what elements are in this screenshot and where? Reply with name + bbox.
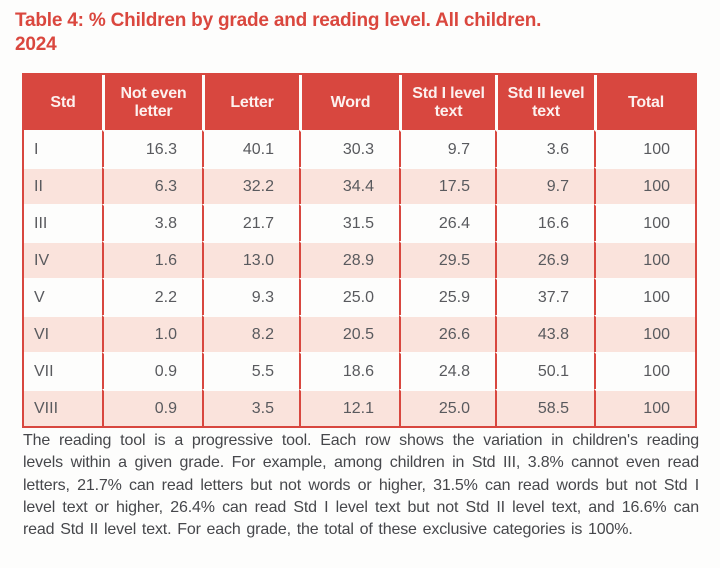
cell-std1-level: 26.6 bbox=[399, 315, 495, 352]
cell-std1-level: 24.8 bbox=[399, 352, 495, 389]
cell-std2-level: 50.1 bbox=[495, 352, 594, 389]
table-row: VI 1.0 8.2 20.5 26.6 43.8 100 bbox=[24, 315, 695, 352]
cell-word: 34.4 bbox=[299, 167, 399, 204]
column-header-word: Word bbox=[299, 75, 399, 130]
cell-word: 28.9 bbox=[299, 241, 399, 278]
table-row: II 6.3 32.2 34.4 17.5 9.7 100 bbox=[24, 167, 695, 204]
column-header-total: Total bbox=[594, 75, 695, 130]
cell-letter: 13.0 bbox=[202, 241, 299, 278]
cell-letter: 8.2 bbox=[202, 315, 299, 352]
table-row: VII 0.9 5.5 18.6 24.8 50.1 100 bbox=[24, 352, 695, 389]
cell-std: I bbox=[24, 130, 102, 167]
cell-std: III bbox=[24, 204, 102, 241]
table-row: VIII 0.9 3.5 12.1 25.0 58.5 100 bbox=[24, 389, 695, 426]
cell-std: VII bbox=[24, 352, 102, 389]
cell-letter: 3.5 bbox=[202, 389, 299, 426]
cell-total: 100 bbox=[594, 278, 695, 315]
footnote-text: The reading tool is a progressive tool. … bbox=[23, 432, 699, 539]
cell-std2-level: 9.7 bbox=[495, 167, 594, 204]
header-row: Std Not even letter Letter Word Std I le… bbox=[24, 75, 695, 130]
cell-word: 18.6 bbox=[299, 352, 399, 389]
column-header-std1-level-text: Std I level text bbox=[399, 75, 495, 130]
table-row: IV 1.6 13.0 28.9 29.5 26.9 100 bbox=[24, 241, 695, 278]
cell-std1-level: 25.0 bbox=[399, 389, 495, 426]
cell-not-even-letter: 6.3 bbox=[102, 167, 202, 204]
cell-std2-level: 3.6 bbox=[495, 130, 594, 167]
table-row: V 2.2 9.3 25.0 25.9 37.7 100 bbox=[24, 278, 695, 315]
cell-word: 30.3 bbox=[299, 130, 399, 167]
cell-word: 12.1 bbox=[299, 389, 399, 426]
cell-std1-level: 25.9 bbox=[399, 278, 495, 315]
cell-std1-level: 26.4 bbox=[399, 204, 495, 241]
cell-not-even-letter: 1.0 bbox=[102, 315, 202, 352]
cell-letter: 5.5 bbox=[202, 352, 299, 389]
cell-letter: 32.2 bbox=[202, 167, 299, 204]
cell-std1-level: 29.5 bbox=[399, 241, 495, 278]
cell-letter: 21.7 bbox=[202, 204, 299, 241]
cell-std2-level: 43.8 bbox=[495, 315, 594, 352]
cell-word: 25.0 bbox=[299, 278, 399, 315]
cell-total: 100 bbox=[594, 389, 695, 426]
cell-word: 31.5 bbox=[299, 204, 399, 241]
cell-std2-level: 37.7 bbox=[495, 278, 594, 315]
cell-not-even-letter: 0.9 bbox=[102, 389, 202, 426]
table-row: I 16.3 40.1 30.3 9.7 3.6 100 bbox=[24, 130, 695, 167]
cell-total: 100 bbox=[594, 204, 695, 241]
cell-total: 100 bbox=[594, 241, 695, 278]
cell-not-even-letter: 0.9 bbox=[102, 352, 202, 389]
column-header-not-even-letter: Not even letter bbox=[102, 75, 202, 130]
cell-std1-level: 17.5 bbox=[399, 167, 495, 204]
cell-std: VI bbox=[24, 315, 102, 352]
reading-level-table: Std Not even letter Letter Word Std I le… bbox=[22, 73, 697, 428]
cell-std2-level: 26.9 bbox=[495, 241, 594, 278]
cell-std2-level: 58.5 bbox=[495, 389, 594, 426]
table-title: Table 4: % Children by grade and reading… bbox=[15, 10, 542, 55]
cell-std: IV bbox=[24, 241, 102, 278]
cell-std2-level: 16.6 bbox=[495, 204, 594, 241]
column-header-std: Std bbox=[24, 75, 102, 130]
cell-total: 100 bbox=[594, 130, 695, 167]
cell-not-even-letter: 2.2 bbox=[102, 278, 202, 315]
column-header-letter: Letter bbox=[202, 75, 299, 130]
cell-not-even-letter: 1.6 bbox=[102, 241, 202, 278]
cell-not-even-letter: 16.3 bbox=[102, 130, 202, 167]
cell-std: V bbox=[24, 278, 102, 315]
cell-letter: 9.3 bbox=[202, 278, 299, 315]
cell-std: VIII bbox=[24, 389, 102, 426]
cell-total: 100 bbox=[594, 167, 695, 204]
column-header-std2-level-text: Std II level text bbox=[495, 75, 594, 130]
cell-not-even-letter: 3.8 bbox=[102, 204, 202, 241]
cell-total: 100 bbox=[594, 315, 695, 352]
table-row: III 3.8 21.7 31.5 26.4 16.6 100 bbox=[24, 204, 695, 241]
cell-letter: 40.1 bbox=[202, 130, 299, 167]
cell-std1-level: 9.7 bbox=[399, 130, 495, 167]
cell-std: II bbox=[24, 167, 102, 204]
cell-word: 20.5 bbox=[299, 315, 399, 352]
cell-total: 100 bbox=[594, 352, 695, 389]
